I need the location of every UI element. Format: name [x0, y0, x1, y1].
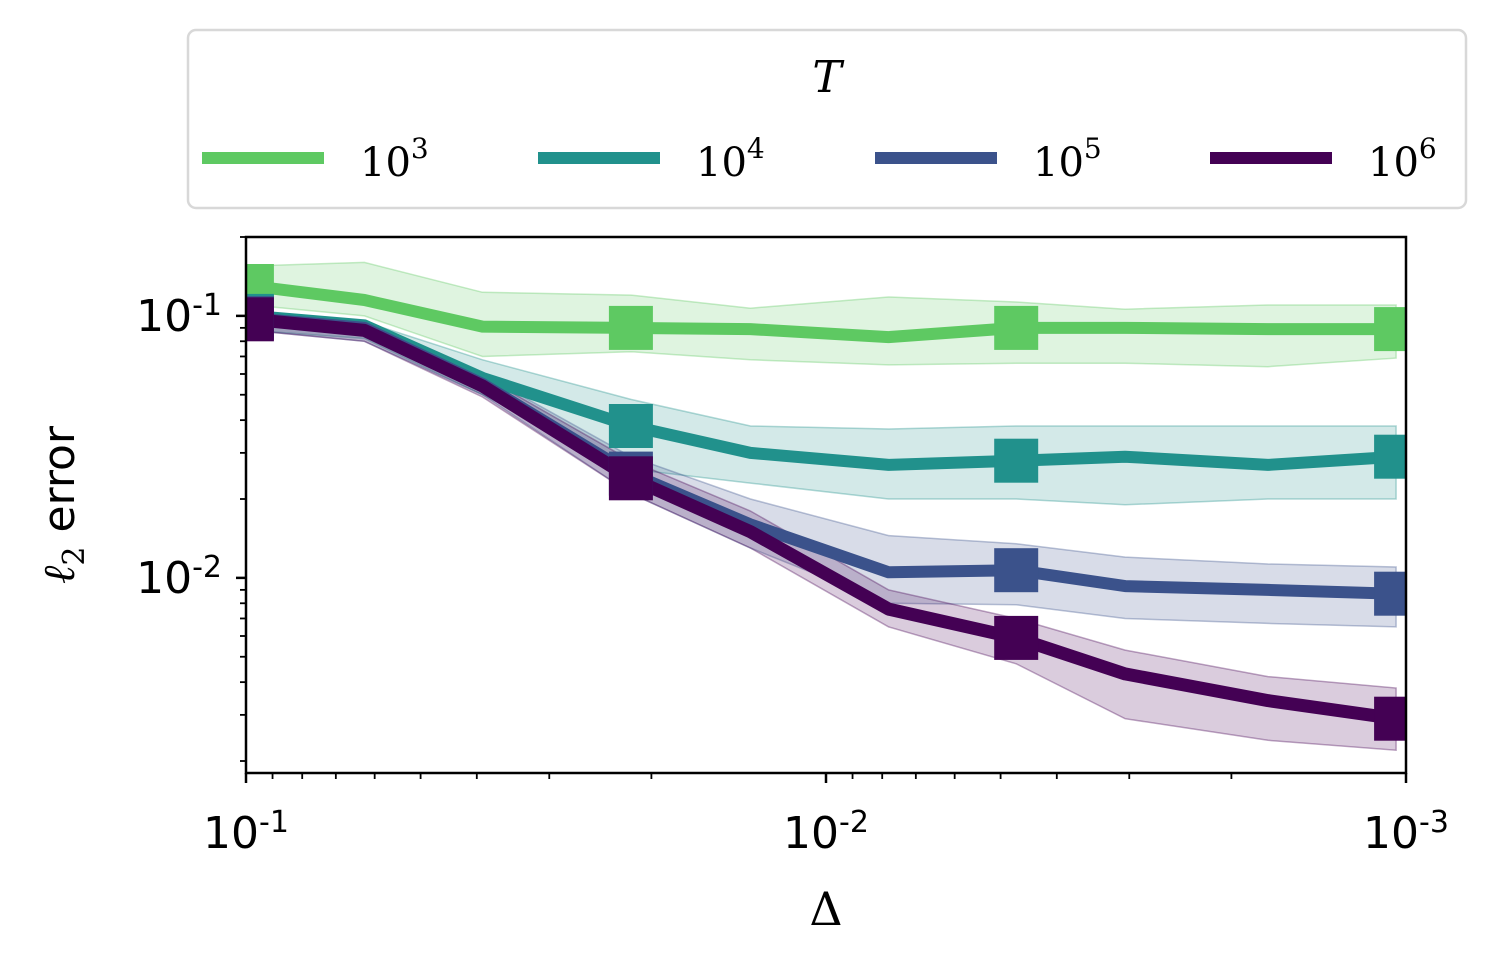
- series-4-marker: [608, 404, 653, 448]
- series-3-line: [251, 280, 1397, 344]
- x-axis-label: Δ: [809, 882, 842, 936]
- svg-text:ℓ2 error: ℓ2 error: [34, 425, 92, 584]
- series-6-marker: [608, 456, 653, 501]
- legend-title: T: [812, 52, 845, 103]
- series-5-marker: [994, 548, 1039, 593]
- x-tick-label: 10-2: [783, 805, 869, 859]
- series-3-band: [251, 261, 1397, 368]
- y-axis-label-text: error: [34, 425, 85, 532]
- series-3-marker: [994, 305, 1039, 350]
- series-6-marker: [994, 615, 1039, 660]
- series-6-marker: [1374, 696, 1406, 741]
- series-6-line: [251, 312, 1398, 726]
- y-axis-label-symbol: ℓ: [34, 565, 85, 584]
- x-tick-label: 10-1: [203, 805, 289, 859]
- legend-label: 103: [360, 132, 429, 186]
- legend-frame: [186, 28, 1468, 210]
- legend-label: 105: [1033, 132, 1102, 186]
- plot-area: 10-1 10-2 10-3 10-1 10-2: [136, 235, 1449, 859]
- y-axis-label: ℓ2 error: [34, 425, 92, 584]
- y-tick-label: 10-1: [136, 288, 222, 342]
- series-4-marker: [1374, 434, 1406, 479]
- x-tick-label: 10-3: [1363, 805, 1449, 859]
- series-6-marker: [246, 297, 274, 342]
- y-tick-label: 10-2: [136, 550, 222, 604]
- legend-item-6: 106: [1210, 132, 1437, 186]
- legend-label: 104: [696, 132, 765, 186]
- series-3-marker: [608, 305, 653, 350]
- legend-item-3: 103: [202, 132, 429, 186]
- y-axis-label-subscript: 2: [57, 547, 92, 566]
- legend-item-4: 104: [538, 132, 765, 186]
- series-5-marker: [1374, 571, 1406, 616]
- legend: T 103 104 105 106: [186, 28, 1468, 210]
- series-4-marker: [994, 438, 1039, 483]
- legend-item-5: 105: [875, 132, 1102, 186]
- series-3-marker: [1374, 307, 1406, 352]
- legend-label: 106: [1368, 132, 1437, 186]
